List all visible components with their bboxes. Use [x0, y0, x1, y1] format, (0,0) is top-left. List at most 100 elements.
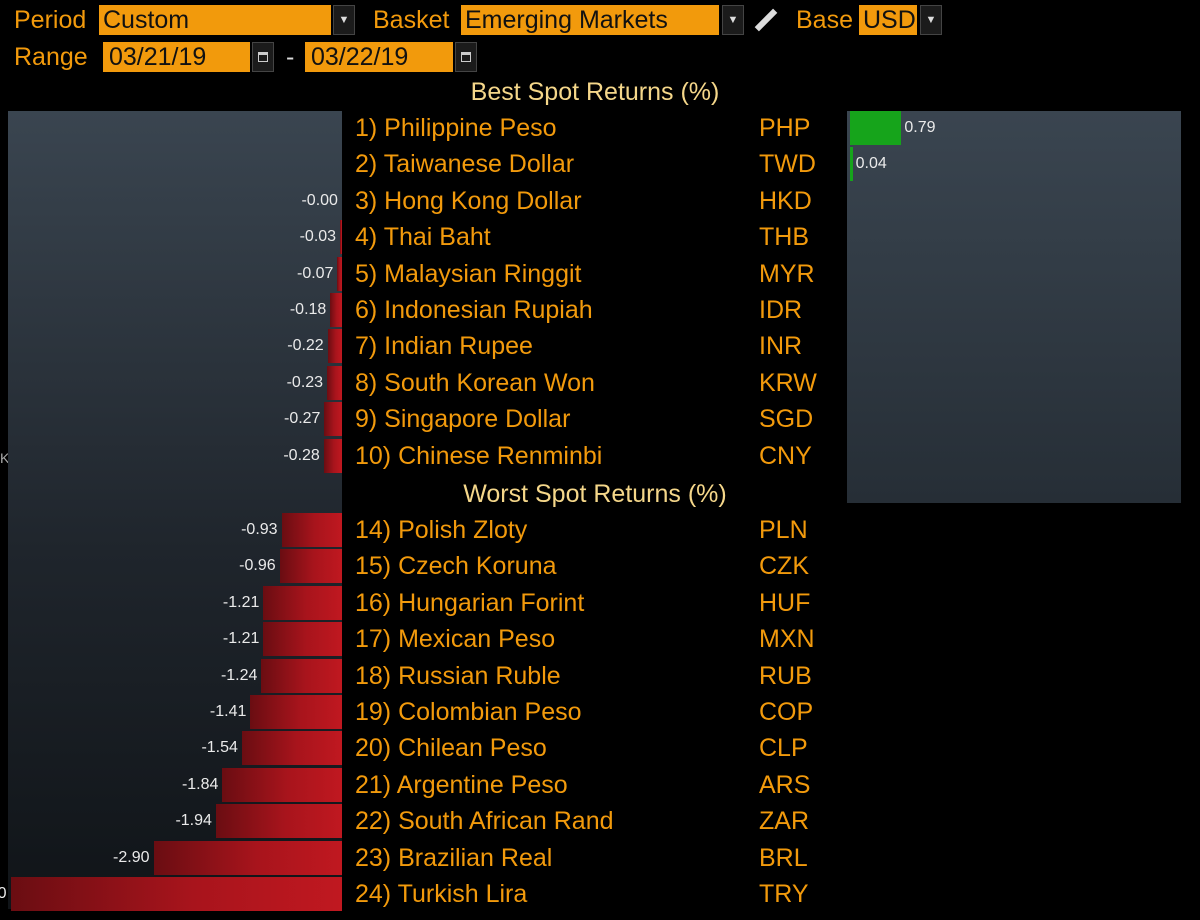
currency-name-rub[interactable]: 18) Russian Ruble: [355, 661, 561, 690]
range-start-input[interactable]: 03/21/19: [103, 42, 250, 72]
bar-thb: [340, 220, 342, 255]
currency-code-sgd[interactable]: SGD: [759, 405, 814, 434]
currency-code-try[interactable]: TRY: [759, 880, 809, 908]
bar-huf: [263, 585, 342, 620]
currency-code-zar[interactable]: ZAR: [759, 807, 809, 836]
currency-code-php[interactable]: PHP: [759, 114, 811, 142]
currency-name-huf[interactable]: 16) Hungarian Forint: [355, 588, 585, 617]
currency-code-ars[interactable]: ARS: [759, 770, 811, 799]
bar-mxn: [263, 622, 342, 657]
bar-inr: [327, 329, 342, 364]
best-returns-heading: Best Spot Returns (%): [470, 78, 720, 106]
left-edge-mark: K: [0, 450, 10, 466]
value-label-idr: -0.18: [289, 301, 327, 318]
bar-cny: [323, 438, 342, 473]
currency-name-clp[interactable]: 20) Chilean Peso: [355, 734, 547, 763]
bar-zar: [215, 804, 342, 839]
value-label-mxn: -1.21: [222, 630, 260, 648]
currency-code-cop[interactable]: COP: [759, 698, 814, 726]
currency-code-idr[interactable]: IDR: [759, 296, 803, 324]
currency-code-mxn[interactable]: MXN: [759, 625, 815, 654]
value-label-cop: -1.41: [209, 703, 247, 720]
currency-name-hkd[interactable]: 3) Hong Kong Dollar: [355, 186, 582, 215]
currency-name-zar[interactable]: 22) South African Rand: [355, 807, 614, 836]
currency-name-sgd[interactable]: 9) Singapore Dollar: [355, 405, 571, 434]
bar-idr: [330, 293, 342, 327]
currency-code-czk[interactable]: CZK: [759, 552, 809, 581]
bar-rub: [261, 658, 342, 693]
currency-name-php[interactable]: 1) Philippine Peso: [355, 114, 557, 142]
currency-code-cny[interactable]: CNY: [759, 441, 812, 470]
period-dropdown-arrow-icon[interactable]: ▼: [333, 5, 355, 35]
currency-name-try[interactable]: 24) Turkish Lira: [355, 880, 528, 908]
value-label-huf: -1.21: [222, 593, 260, 611]
currency-code-krw[interactable]: KRW: [759, 368, 817, 397]
currency-code-huf[interactable]: HUF: [759, 588, 811, 617]
value-label-cny: -0.28: [283, 446, 320, 464]
value-label-thb: -0.03: [299, 228, 337, 246]
range-label: Range: [14, 43, 88, 71]
currency-name-krw[interactable]: 8) South Korean Won: [355, 368, 595, 397]
value-label-rub: -1.24: [220, 666, 258, 684]
value-label-zar: -1.94: [175, 812, 212, 830]
bar-cop: [250, 695, 342, 729]
currency-name-czk[interactable]: 15) Czech Koruna: [355, 552, 557, 581]
bar-krw: [327, 365, 342, 400]
currency-name-inr[interactable]: 7) Indian Rupee: [355, 332, 533, 361]
currency-code-twd[interactable]: TWD: [759, 150, 816, 179]
currency-code-clp[interactable]: CLP: [759, 734, 808, 763]
value-label-try: -5.10: [0, 885, 7, 902]
range-start-calendar-icon[interactable]: [252, 42, 274, 72]
value-label-krw: -0.23: [286, 373, 324, 391]
base-dropdown-arrow-icon[interactable]: ▼: [920, 5, 942, 35]
currency-name-pln[interactable]: 14) Polish Zloty: [355, 516, 528, 544]
range-end-input[interactable]: 03/22/19: [305, 42, 453, 72]
currency-code-thb[interactable]: THB: [759, 223, 809, 252]
currency-code-rub[interactable]: RUB: [759, 661, 812, 690]
positive-bars-panel: [847, 111, 1181, 503]
value-label-brl: -2.90: [113, 848, 150, 866]
basket-dropdown-arrow-icon[interactable]: ▼: [722, 5, 744, 35]
bar-try: [10, 877, 342, 911]
value-label-pln: -0.93: [241, 521, 278, 538]
currency-code-pln[interactable]: PLN: [759, 516, 808, 544]
currency-code-inr[interactable]: INR: [759, 332, 803, 361]
currency-code-brl[interactable]: BRL: [759, 843, 808, 872]
currency-name-myr[interactable]: 5) Malaysian Ringgit: [355, 259, 582, 288]
base-label: Base: [796, 6, 853, 34]
currency-name-thb[interactable]: 4) Thai Baht: [355, 223, 491, 252]
currency-name-twd[interactable]: 2) Taiwanese Dollar: [355, 150, 575, 179]
bar-clp: [241, 731, 342, 766]
currency-name-idr[interactable]: 6) Indonesian Rupiah: [355, 296, 593, 324]
currency-name-cop[interactable]: 19) Colombian Peso: [355, 698, 582, 726]
value-label-php: 0.79: [904, 119, 936, 136]
value-label-sgd: -0.27: [283, 410, 321, 428]
edit-pencil-icon[interactable]: [754, 8, 778, 32]
currency-name-brl[interactable]: 23) Brazilian Real: [355, 843, 553, 872]
currency-name-mxn[interactable]: 17) Mexican Peso: [355, 625, 556, 654]
value-label-czk: -0.96: [239, 557, 276, 575]
value-label-clp: -1.54: [201, 739, 238, 757]
basket-dropdown[interactable]: Emerging Markets: [461, 5, 719, 35]
bar-sgd: [324, 402, 342, 437]
range-separator: -: [286, 43, 295, 71]
bar-brl: [153, 840, 342, 875]
worst-returns-heading: Worst Spot Returns (%): [463, 480, 727, 508]
period-label: Period: [14, 6, 87, 34]
bar-php: [850, 111, 902, 145]
period-dropdown[interactable]: Custom: [99, 5, 331, 35]
value-label-ars: -1.84: [181, 775, 219, 793]
base-dropdown[interactable]: USD: [859, 5, 917, 35]
currency-name-ars[interactable]: 21) Argentine Peso: [355, 770, 568, 799]
currency-name-cny[interactable]: 10) Chinese Renminbi: [355, 441, 603, 470]
currency-code-myr[interactable]: MYR: [759, 259, 815, 288]
bar-czk: [279, 549, 342, 584]
value-label-myr: -0.07: [296, 264, 334, 282]
currency-code-hkd[interactable]: HKD: [759, 186, 812, 215]
value-label-twd: 0.04: [855, 155, 887, 173]
range-end-calendar-icon[interactable]: [455, 42, 477, 72]
bar-myr: [337, 256, 342, 291]
value-label-hkd: -0.00: [301, 191, 338, 209]
bar-twd: [850, 147, 853, 182]
basket-label: Basket: [373, 6, 450, 34]
